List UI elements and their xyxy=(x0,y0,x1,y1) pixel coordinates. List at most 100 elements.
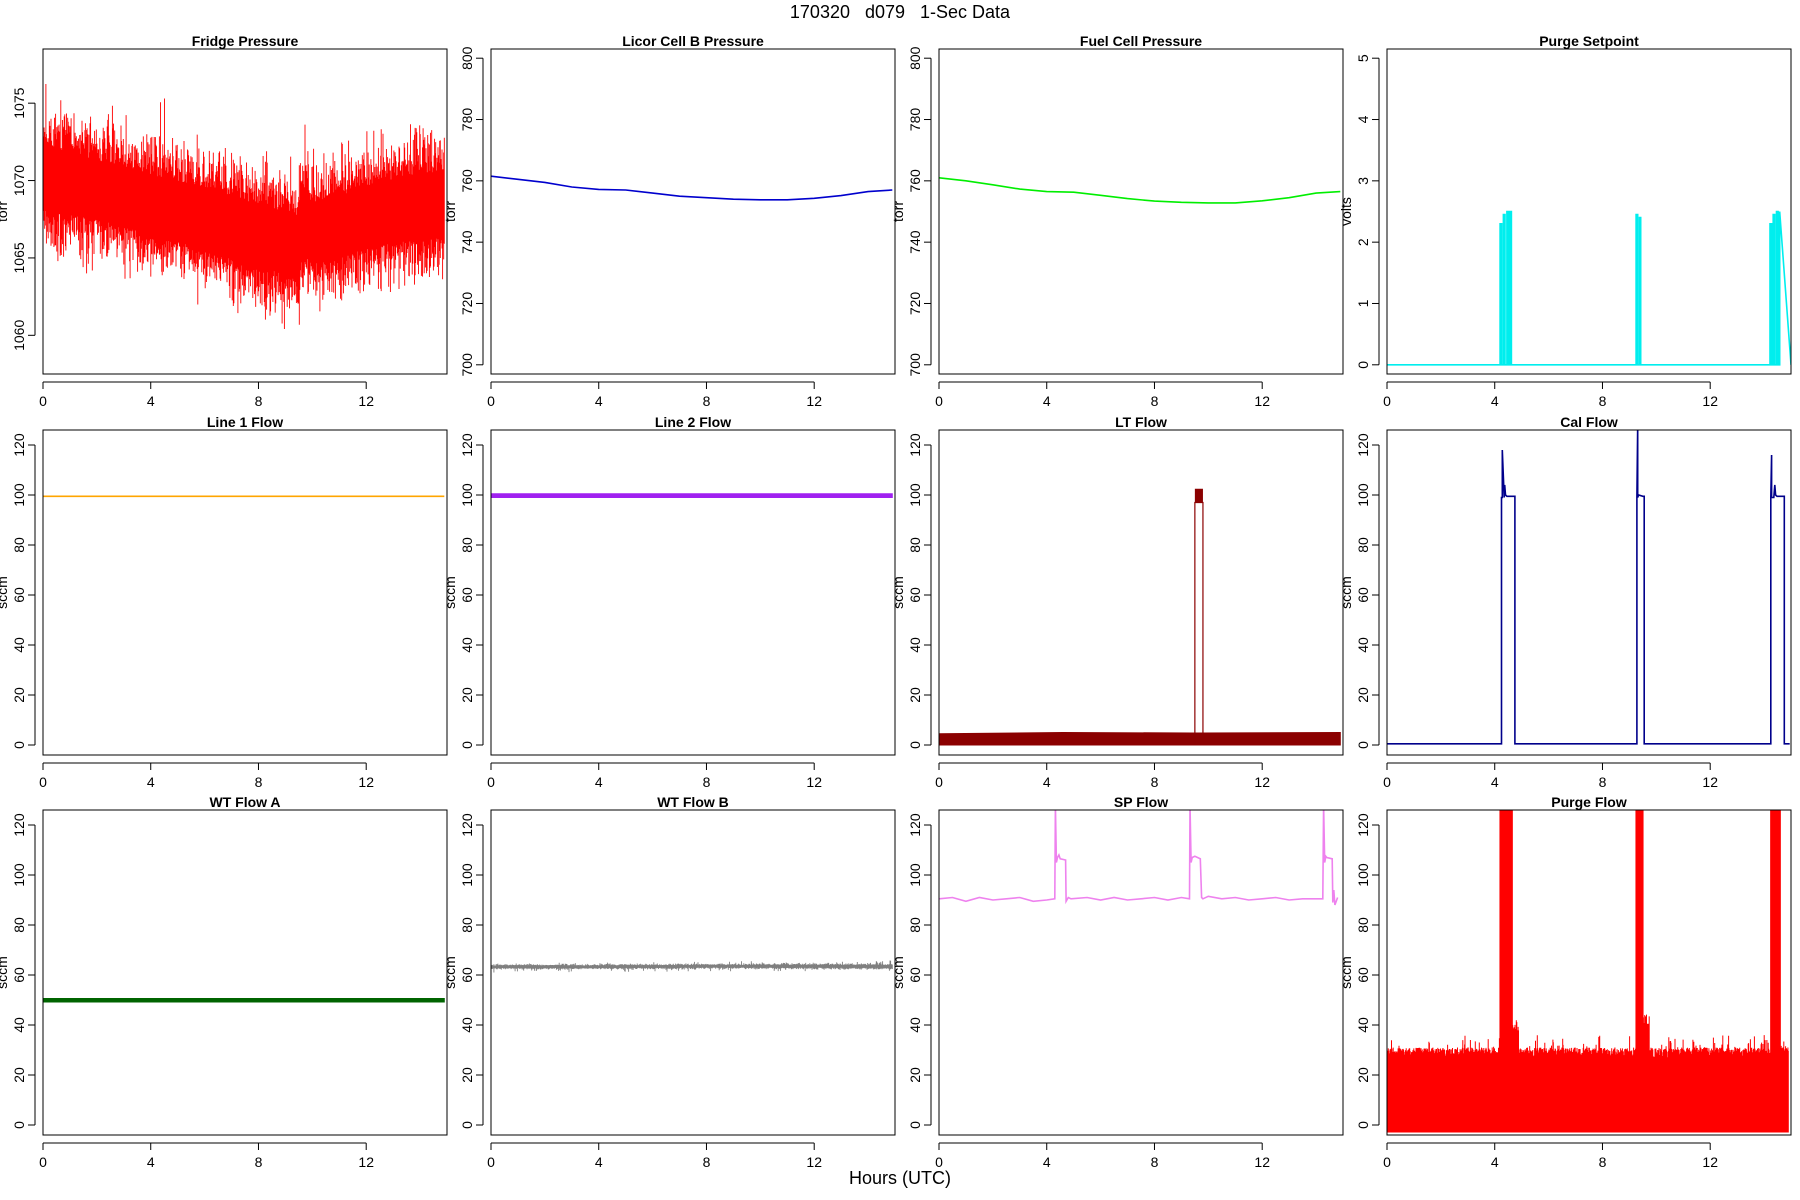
y-tick-label: 100 xyxy=(459,863,475,887)
y-tick-label: 120 xyxy=(459,433,475,457)
y-tick-label: 20 xyxy=(1355,1067,1371,1083)
plot-frame xyxy=(42,809,448,1136)
y-tick-label: 0 xyxy=(11,741,27,749)
x-tick-label: 4 xyxy=(1491,393,1499,409)
y-tick-label: 60 xyxy=(907,587,923,603)
x-axis: 0 4 8 12 xyxy=(1383,1142,1718,1170)
plot-area xyxy=(43,84,445,329)
y-tick-label: 40 xyxy=(459,1017,475,1033)
x-tick-label: 0 xyxy=(487,393,495,409)
y-tick-label: 0 xyxy=(907,1121,923,1129)
y-tick-label: 780 xyxy=(907,108,923,132)
y-tick-label: 80 xyxy=(907,537,923,553)
x-tick-label: 0 xyxy=(487,774,495,790)
y-tick-label: 1060 xyxy=(11,320,27,351)
x-tick-label: 4 xyxy=(1043,1154,1051,1170)
data-line xyxy=(1387,210,1791,366)
plot-area xyxy=(939,488,1341,746)
y-tick-label: 0 xyxy=(459,1121,475,1129)
y-tick-label: 60 xyxy=(11,587,27,603)
x-tick-label: 4 xyxy=(595,393,603,409)
y-tick-label: 40 xyxy=(1355,1017,1371,1033)
y-axis: 0 20 40 60 80 100 120 xyxy=(1355,813,1380,1129)
y-tick-label: 100 xyxy=(11,483,27,507)
x-tick-label: 4 xyxy=(1043,393,1051,409)
y-tick-label: 0 xyxy=(1355,1121,1371,1129)
y-tick-label: 60 xyxy=(459,587,475,603)
plot-frame xyxy=(1386,48,1792,375)
x-tick-label: 12 xyxy=(1254,393,1270,409)
x-tick-label: 12 xyxy=(358,393,374,409)
y-tick-label: 0 xyxy=(1355,361,1371,369)
panel-fridge-pressure: Fridge Pressure 0 4 8 12 1060 1065 1070 1075 torr xyxy=(0,33,448,409)
plot-area xyxy=(491,493,893,498)
y-tick-label: 40 xyxy=(907,1017,923,1033)
y-tick-label: 20 xyxy=(459,687,475,703)
plot-frame xyxy=(1386,429,1792,756)
data-line xyxy=(1387,430,1790,745)
x-tick-label: 12 xyxy=(1254,774,1270,790)
x-axis: 0 4 8 12 xyxy=(39,762,374,790)
y-tick-label: 60 xyxy=(459,967,475,983)
y-tick-label: 100 xyxy=(907,863,923,887)
x-tick-label: 12 xyxy=(1702,1154,1718,1170)
y-tick-label: 760 xyxy=(907,169,923,193)
y-tick-label: 100 xyxy=(907,483,923,507)
data-pulse xyxy=(1194,501,1204,745)
plot-area xyxy=(491,960,893,973)
y-tick-label: 60 xyxy=(907,967,923,983)
y-tick-label: 80 xyxy=(1355,537,1371,553)
plot-area xyxy=(1387,430,1790,745)
data-pulse-fill-3 xyxy=(1770,810,1781,950)
panel-licor-cell-b-pressure: Licor Cell B Pressure 0 4 8 12 700 720 740 760 78… xyxy=(442,33,896,409)
y-tick-label: 0 xyxy=(11,1121,27,1129)
panel-title: WT Flow A xyxy=(209,794,280,810)
data-pulse-1 xyxy=(1499,810,1513,1133)
panel-title: Line 1 Flow xyxy=(207,414,283,430)
y-tick-label: 80 xyxy=(1355,917,1371,933)
x-tick-label: 8 xyxy=(1151,774,1159,790)
x-tick-label: 8 xyxy=(255,1154,263,1170)
x-tick-label: 12 xyxy=(806,393,822,409)
data-line xyxy=(939,810,1339,906)
y-tick-label: 740 xyxy=(907,230,923,254)
y-tick-label: 80 xyxy=(459,917,475,933)
y-tick-label: 0 xyxy=(1355,741,1371,749)
y-tick-label: 5 xyxy=(1355,54,1371,62)
data-trace xyxy=(43,84,445,329)
plot-frame xyxy=(490,809,896,1136)
x-axis: 0 4 8 12 xyxy=(935,762,1270,790)
panel-title: Cal Flow xyxy=(1560,414,1618,430)
y-tick-label: 120 xyxy=(1355,813,1371,837)
y-tick-label: 20 xyxy=(11,687,27,703)
x-tick-label: 4 xyxy=(147,1154,155,1170)
y-axis-label: sccm xyxy=(442,956,458,989)
x-tick-label: 8 xyxy=(1599,393,1607,409)
panel-title: Fuel Cell Pressure xyxy=(1080,33,1202,49)
y-axis-label: sccm xyxy=(442,576,458,609)
y-tick-label: 3 xyxy=(1355,177,1371,185)
data-trace xyxy=(491,960,893,973)
y-tick-label: 760 xyxy=(459,169,475,193)
x-tick-label: 12 xyxy=(358,774,374,790)
plot-area xyxy=(43,998,445,1003)
y-tick-label: 20 xyxy=(459,1067,475,1083)
plot-frame xyxy=(938,809,1344,1136)
y-tick-label: 800 xyxy=(459,46,475,70)
y-axis-label: sccm xyxy=(890,956,906,989)
y-tick-label: 720 xyxy=(907,292,923,316)
data-pulse-top xyxy=(1194,488,1203,503)
data-line xyxy=(491,175,893,201)
y-tick-label: 100 xyxy=(11,863,27,887)
data-band xyxy=(43,998,445,1003)
y-axis-label: sccm xyxy=(890,576,906,609)
panel-title: Fridge Pressure xyxy=(192,33,299,49)
y-axis: 700 720 740 760 780 800 xyxy=(459,46,484,376)
y-tick-label: 100 xyxy=(1355,863,1371,887)
